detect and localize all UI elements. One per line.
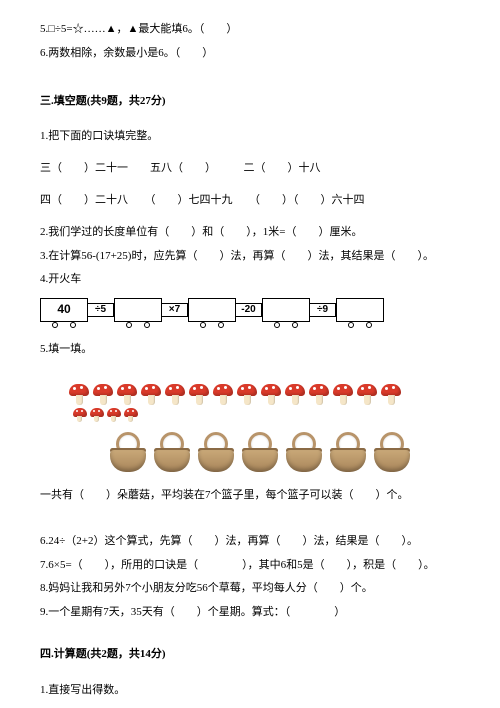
basket-row <box>110 432 460 472</box>
train-car: 40 <box>40 298 88 322</box>
train-op: ÷9 <box>310 303 336 317</box>
mushroom-icon <box>123 408 138 424</box>
s3-q1-line2: 四（ ）二十八 （ ）七四十九 （ ）（ ）六十四 <box>40 191 460 211</box>
mushroom-icon <box>380 384 402 408</box>
s3-q3: 3.在计算56-(17+25)时，应先算（ ）法，再算（ ）法，其结果是（ ）。 <box>40 247 460 267</box>
section-4-title: 四.计算题(共2题，共14分) <box>40 645 460 665</box>
basket-icon <box>242 432 278 472</box>
train-op: ÷5 <box>88 303 114 317</box>
mushroom-icon <box>284 384 306 408</box>
basket-icon <box>154 432 190 472</box>
mushroom-icon <box>68 384 90 408</box>
basket-icon <box>110 432 146 472</box>
mushroom-icon <box>116 384 138 408</box>
mushroom-row-small <box>72 408 460 424</box>
mushroom-icon <box>92 384 114 408</box>
train-car <box>188 298 236 322</box>
mushroom-icon <box>260 384 282 408</box>
question-6: 6.两数相除，余数最小是6。（ ） <box>40 44 460 64</box>
mushroom-icon <box>236 384 258 408</box>
train-op: ×7 <box>162 303 188 317</box>
mushroom-icon <box>212 384 234 408</box>
s3-q5: 5.填一填。 <box>40 340 460 360</box>
train-car <box>114 298 162 322</box>
basket-icon <box>198 432 234 472</box>
train-car <box>336 298 384 322</box>
s4-q1: 1.直接写出得数。 <box>40 681 460 701</box>
mushroom-icon <box>188 384 210 408</box>
train-op: -20 <box>236 303 262 317</box>
s3-q6: 6.24÷（2+2）这个算式，先算（ ）法，再算（ ）法，结果是（ ）。 <box>40 532 460 552</box>
s3-q9: 9.一个星期有7天，35天有（ ）个星期。算式：（ ） <box>40 603 460 623</box>
s3-q1: 1.把下面的口诀填完整。 <box>40 127 460 147</box>
s3-q2: 2.我们学过的长度单位有（ ）和（ ），1米=（ ）厘米。 <box>40 223 460 243</box>
s3-q5-text: 一共有（ ）朵蘑菇，平均装在7个篮子里，每个篮子可以装（ ）个。 <box>40 486 460 506</box>
mushroom-icon <box>140 384 162 408</box>
train-car <box>262 298 310 322</box>
basket-icon <box>374 432 410 472</box>
mushroom-icon <box>72 408 87 424</box>
train-diagram: 40÷5 ×7 -20 ÷9 <box>40 298 460 328</box>
question-5: 5.□÷5=☆……▲，▲最大能填6。（ ） <box>40 20 460 40</box>
section-3-title: 三.填空题(共9题，共27分) <box>40 92 460 112</box>
s3-q7: 7.6×5=（ ），所用的口诀是（ ），其中6和5是（ ），积是（ ）。 <box>40 556 460 576</box>
s3-q1-line1: 三（ ）二十一 五八（ ） 二（ ）十八 <box>40 159 460 179</box>
mushroom-icon <box>89 408 104 424</box>
mushroom-icon <box>332 384 354 408</box>
mushroom-icon <box>356 384 378 408</box>
mushroom-icon <box>308 384 330 408</box>
s3-q8: 8.妈妈让我和另外7个小朋友分吃56个草莓，平均每人分（ ）个。 <box>40 579 460 599</box>
basket-icon <box>286 432 322 472</box>
mushroom-icon <box>106 408 121 424</box>
basket-icon <box>330 432 366 472</box>
mushroom-icon <box>164 384 186 408</box>
mushroom-row-large <box>68 384 460 408</box>
s3-q4: 4.开火车 <box>40 270 460 290</box>
